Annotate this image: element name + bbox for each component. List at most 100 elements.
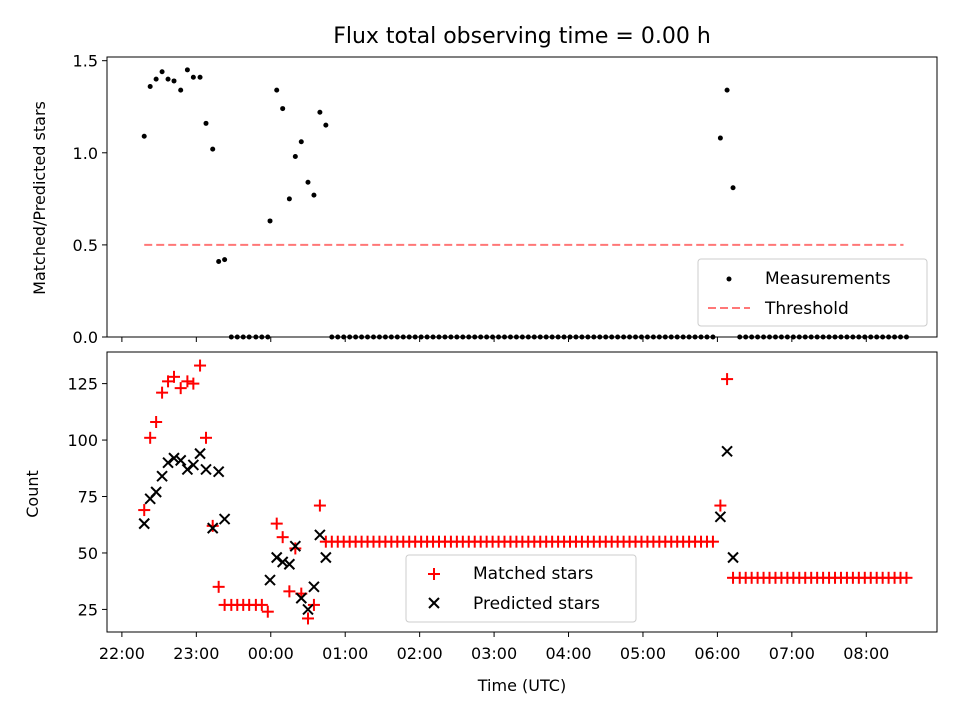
matched-star-point	[150, 416, 163, 428]
matched-star-point	[200, 431, 213, 444]
top-y-tick-label: 1.5	[73, 52, 98, 71]
predicted-star-point	[206, 522, 219, 534]
matched-star-point	[194, 359, 207, 372]
bottom-x-tick-label: 08:00	[843, 644, 889, 663]
predicted-star-point	[168, 452, 180, 464]
matched-star-point	[181, 375, 194, 388]
predicted-star-point	[271, 551, 283, 564]
predicted-star-point	[218, 513, 231, 525]
predicted-star-point	[212, 465, 225, 478]
top-y-tick-label: 0.5	[73, 236, 98, 255]
bottom-x-tick-label: 03:00	[471, 644, 517, 663]
bottom-y-axis-label: Count	[23, 470, 42, 518]
measurement-point	[216, 258, 222, 264]
matched-star-point	[289, 542, 302, 555]
measurement-point	[147, 83, 153, 89]
x-axis-label: Time (UTC)	[477, 676, 566, 695]
bottom-y-tick-label: 100	[67, 431, 98, 450]
matched-star-point	[721, 373, 734, 386]
top-legend: Measurements Threshold	[697, 258, 928, 327]
matched-star-point	[276, 531, 289, 544]
predicted-star-point	[150, 486, 162, 498]
predicted-star-point	[714, 511, 727, 523]
measurement-point	[210, 146, 216, 152]
predicted-star-point	[138, 517, 150, 530]
bottom-y-ticks: 25 50 75 100 125	[67, 375, 107, 619]
top-plot-frame	[106, 56, 938, 338]
legend-measurements-label: Measurements	[765, 269, 891, 289]
predicted-star-point	[283, 558, 296, 570]
measurement-point	[730, 185, 736, 191]
matched-star-point	[174, 382, 187, 395]
predicted-star-point	[194, 447, 206, 460]
bottom-y-tick-label: 25	[78, 600, 98, 619]
predicted-star-point	[174, 454, 187, 467]
matched-star-point	[138, 504, 151, 517]
predicted-star-point	[187, 459, 200, 471]
measurement-point	[197, 74, 203, 80]
chart-title: Flux total observing time = 0.00 h	[333, 24, 711, 49]
predicted-star-point	[156, 470, 168, 482]
matched-star-point	[212, 580, 225, 593]
top-y-tick-label: 0.0	[73, 328, 98, 347]
predicted-stars-layer	[138, 445, 739, 616]
predicted-star-point	[727, 551, 739, 564]
predicted-star-point	[295, 592, 307, 604]
legend-predicted-label: Predicted stars	[473, 594, 600, 614]
measurement-point	[203, 120, 209, 126]
top-y-tick-label: 1.0	[73, 144, 98, 163]
top-panel: Flux total observing time = 0.00 h Match…	[30, 24, 938, 347]
bottom-x-tick-label: 06:00	[694, 644, 740, 663]
measurement-point	[724, 87, 730, 93]
matched-star-point	[283, 585, 296, 598]
matched-star-point	[313, 499, 326, 512]
measurement-point	[286, 196, 292, 202]
top-y-ticks: 0.0 0.5 1.0 1.5	[73, 52, 107, 347]
measurement-point	[222, 257, 228, 263]
legend-measurements-marker	[726, 276, 732, 282]
bottom-x-tick-label: 04:00	[545, 644, 591, 663]
bottom-legend: Matched stars Predicted stars	[405, 554, 637, 623]
measurement-point	[184, 67, 190, 73]
predicted-star-point	[162, 456, 174, 469]
measurement-point	[311, 192, 317, 198]
matched-star-point	[187, 377, 200, 390]
top-y-axis-label: Matched/Predicted stars	[30, 101, 49, 295]
matched-star-point	[144, 431, 157, 444]
legend-predicted-marker	[428, 597, 440, 609]
predicted-star-point	[302, 603, 314, 616]
measurement-point	[171, 78, 177, 84]
matched-star-point	[301, 612, 314, 625]
measurement-point	[298, 139, 304, 145]
measurement-point	[292, 153, 298, 159]
measurement-point	[159, 69, 165, 75]
matched-star-point	[255, 598, 268, 611]
legend-threshold-label: Threshold	[764, 299, 849, 319]
matched-star-point	[270, 517, 283, 530]
bottom-y-tick-label: 75	[78, 488, 98, 507]
bottom-x-tick-label: 05:00	[620, 644, 666, 663]
matched-star-point	[714, 499, 727, 512]
measurement-point	[274, 87, 280, 93]
measurement-point	[305, 179, 311, 185]
measurement-point	[317, 109, 323, 115]
measurement-point	[141, 133, 147, 139]
measurement-point	[280, 106, 286, 112]
measurement-point	[153, 76, 159, 82]
predicted-star-point	[721, 445, 733, 458]
matched-star-point	[706, 535, 719, 548]
predicted-star-point	[320, 551, 332, 564]
predicted-star-point	[308, 581, 320, 593]
bottom-x-tick-label: 02:00	[397, 644, 443, 663]
bottom-x-tick-label: 07:00	[769, 644, 815, 663]
bottom-x-tick-label: 22:00	[99, 644, 145, 663]
predicted-star-point	[314, 529, 326, 541]
predicted-star-point	[276, 556, 289, 568]
matched-star-point	[900, 571, 913, 584]
bottom-x-tick-label: 01:00	[322, 644, 368, 663]
bottom-x-tick-label: 23:00	[173, 644, 219, 663]
matched-star-point	[156, 386, 169, 399]
measurement-point	[323, 122, 329, 128]
measurement-point	[190, 74, 196, 80]
